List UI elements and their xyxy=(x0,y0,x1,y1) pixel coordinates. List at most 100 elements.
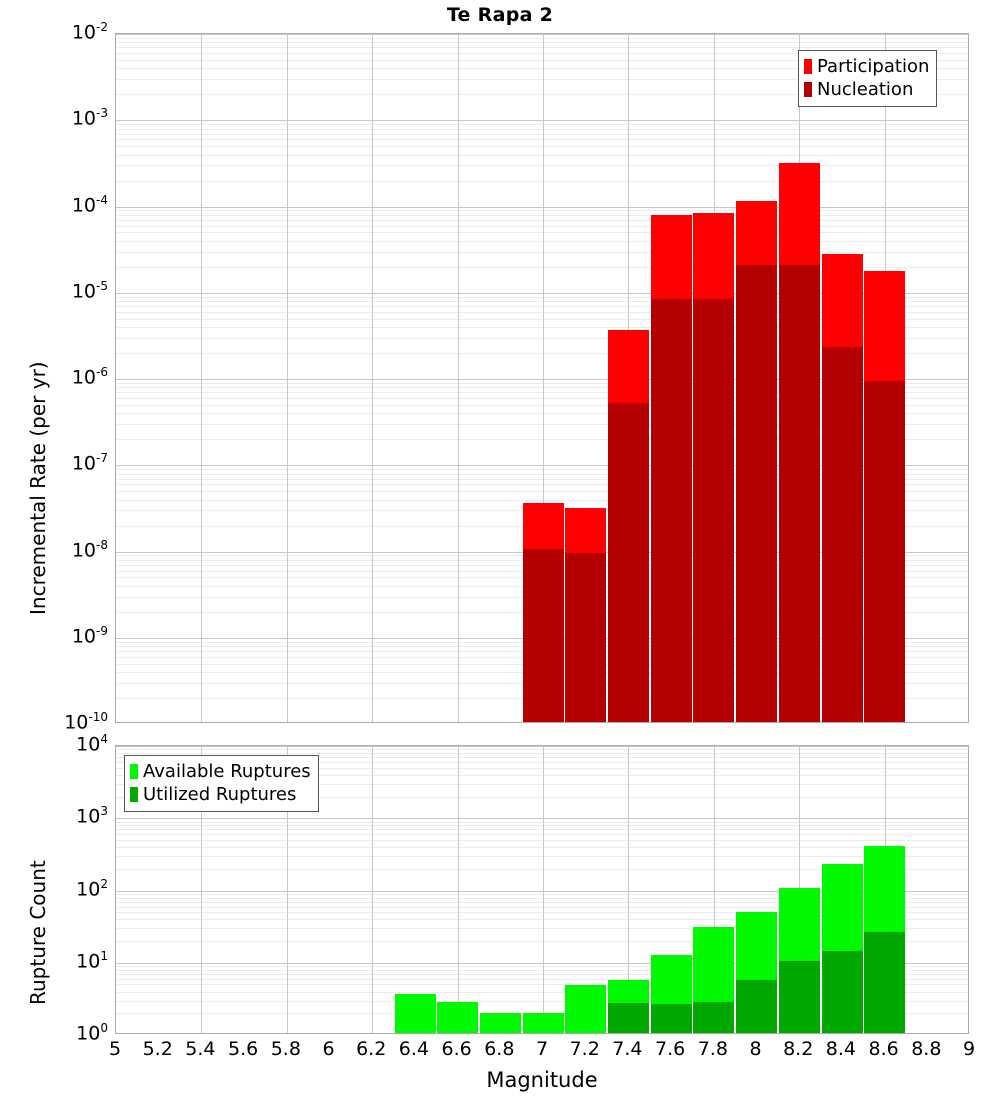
y-tick-label: 10-8 xyxy=(71,537,108,561)
gridline-minor xyxy=(116,405,968,406)
gridline-minor xyxy=(116,474,968,475)
gridline-minor xyxy=(116,469,968,470)
gridline-minor xyxy=(116,165,968,166)
bar-available xyxy=(480,1013,521,1033)
y-tick-label: 103 xyxy=(76,804,108,828)
gridline-major xyxy=(116,818,968,819)
gridline-minor xyxy=(116,383,968,384)
gridline-minor xyxy=(116,38,968,39)
bar-nucleation xyxy=(608,403,649,722)
gridline-minor xyxy=(116,902,968,903)
legend-label: Available Ruptures xyxy=(143,761,311,782)
bar-available xyxy=(395,994,436,1033)
x-axis-label: Magnitude xyxy=(486,1068,598,1092)
gridline-vertical xyxy=(372,746,373,1033)
gridline-minor xyxy=(116,210,968,211)
x-tick-label: 5 xyxy=(108,1038,122,1060)
y-tick-label: 100 xyxy=(76,1021,108,1045)
gridline-vertical xyxy=(287,746,288,1033)
gridline-minor xyxy=(116,840,968,841)
x-tick-label: 8 xyxy=(749,1038,762,1060)
gridline-minor xyxy=(116,42,968,43)
y-tick-label: 10-7 xyxy=(71,451,108,475)
y-tick-label: 10-10 xyxy=(64,710,108,734)
x-tick-label: 7.6 xyxy=(654,1038,686,1060)
gridline-minor xyxy=(116,215,968,216)
gridline-minor xyxy=(116,856,968,857)
x-tick-label: 7.4 xyxy=(612,1038,643,1060)
bar-utilized xyxy=(822,951,863,1033)
gridline-major xyxy=(116,34,968,35)
bar-nucleation xyxy=(822,347,863,722)
gridline-minor xyxy=(116,252,968,253)
gridline-minor xyxy=(116,928,968,929)
bar-available xyxy=(437,1002,478,1033)
x-tick-label: 8.6 xyxy=(868,1038,899,1060)
gridline-minor xyxy=(116,306,968,307)
gridline-minor xyxy=(116,941,968,942)
top-y-tick-labels: 10-2 10-3 10-4 10-5 10-6 10-7 10-8 10-9 10-10 xyxy=(0,0,108,760)
legend-label: Nucleation xyxy=(817,79,914,101)
gridline-minor xyxy=(116,757,968,758)
y-tick-label: 104 xyxy=(76,732,108,756)
gridline-minor xyxy=(116,68,968,69)
gridline-minor xyxy=(116,829,968,830)
gridline-minor xyxy=(116,301,968,302)
top-chart-panel xyxy=(115,33,969,723)
gridline-vertical xyxy=(543,34,544,722)
gridline-minor xyxy=(116,60,968,61)
bar-available xyxy=(565,985,606,1033)
top-legend-item: Nucleation xyxy=(804,78,929,101)
bar-utilized xyxy=(736,980,777,1033)
gridline-minor xyxy=(116,970,968,971)
bottom-legend: Available Ruptures Utilized Ruptures xyxy=(124,755,319,813)
gridline-minor xyxy=(116,898,968,899)
gridline-minor xyxy=(116,267,968,268)
x-tick-label: 6 xyxy=(322,1038,335,1060)
gridline-minor xyxy=(116,749,968,750)
gridline-minor xyxy=(116,297,968,298)
gridline-minor xyxy=(116,775,968,776)
gridline-minor xyxy=(116,753,968,754)
x-tick-label: 7.2 xyxy=(569,1038,600,1060)
gridline-minor xyxy=(116,974,968,975)
gridline-minor xyxy=(116,847,968,848)
x-tick-label: 6.2 xyxy=(356,1038,387,1060)
bar-nucleation xyxy=(736,265,777,722)
gridline-minor xyxy=(116,146,968,147)
x-tick-label: 5.2 xyxy=(142,1038,173,1060)
gridline-minor xyxy=(116,232,968,233)
gridline-minor xyxy=(116,894,968,895)
gridline-minor xyxy=(116,387,968,388)
gridline-minor xyxy=(116,797,968,798)
bar-nucleation xyxy=(779,265,820,722)
gridline-minor xyxy=(116,439,968,440)
gridline-minor xyxy=(116,919,968,920)
gridline-vertical xyxy=(458,746,459,1033)
gridline-minor xyxy=(116,139,968,140)
bar-utilized xyxy=(608,1003,649,1033)
gridline-major xyxy=(116,746,968,747)
bar-nucleation xyxy=(651,299,692,722)
bar-nucleation xyxy=(523,549,564,722)
legend-label: Utilized Ruptures xyxy=(143,784,297,806)
gridline-minor xyxy=(116,155,968,156)
bar-nucleation xyxy=(693,299,734,722)
x-tick-label: 8.4 xyxy=(825,1038,856,1060)
gridline-major xyxy=(116,379,968,380)
gridline-minor xyxy=(116,181,968,182)
gridline-minor xyxy=(116,241,968,242)
legend-swatch-icon xyxy=(804,59,812,75)
y-tick-label: 10-5 xyxy=(71,278,108,303)
page-title: Te Rapa 2 xyxy=(446,4,554,26)
bottom-gridlines xyxy=(116,746,968,1033)
gridline-minor xyxy=(116,413,968,414)
gridline-major xyxy=(116,207,968,208)
gridline-minor xyxy=(116,484,968,485)
gridline-minor xyxy=(116,912,968,913)
gridline-minor xyxy=(116,79,968,80)
bottom-legend-item: Utilized Ruptures xyxy=(130,783,311,806)
gridline-minor xyxy=(116,338,968,339)
gridline-minor xyxy=(116,768,968,769)
gridline-minor xyxy=(116,220,968,221)
